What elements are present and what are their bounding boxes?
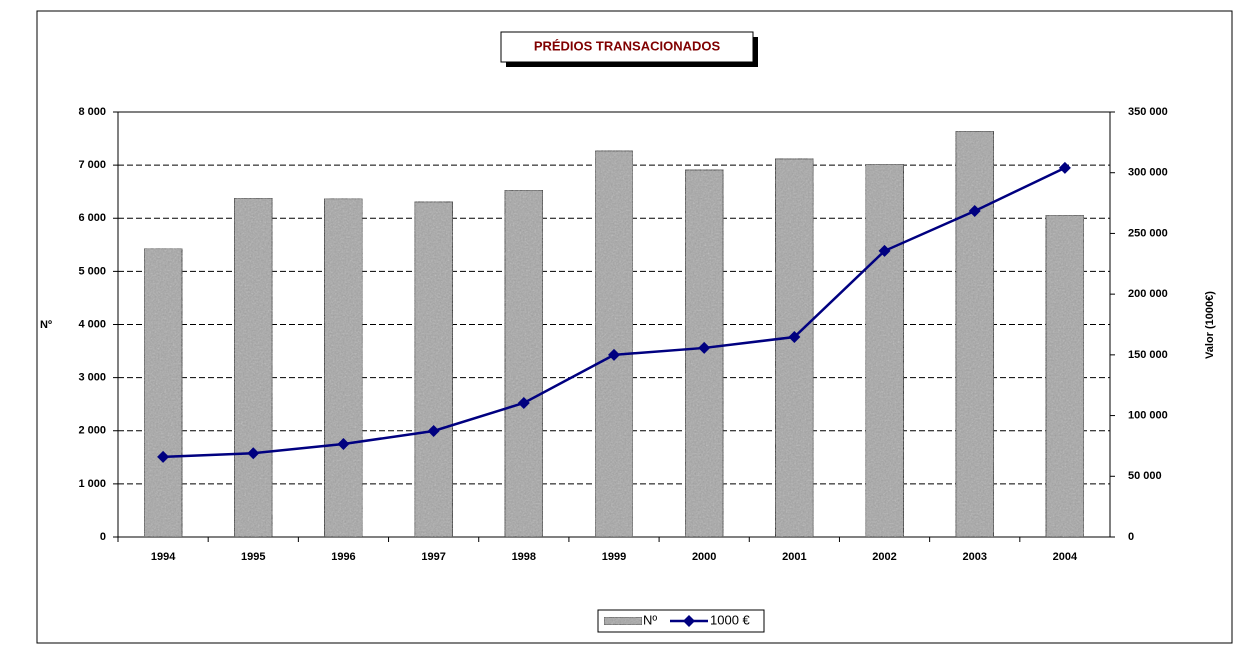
x-tick-label: 2004 [1053, 551, 1078, 563]
legend-marker [683, 615, 695, 627]
bar [504, 189, 544, 538]
x-tick-label: 1995 [241, 551, 265, 563]
bar [1045, 214, 1085, 538]
y-tick-label: 3 000 [78, 372, 106, 384]
y2-tick-label: 0 [1128, 531, 1134, 543]
y2-tick-label: 300 000 [1128, 167, 1168, 179]
y2-tick-label: 350 000 [1128, 106, 1168, 118]
marker [968, 204, 981, 217]
y2-tick-label: 250 000 [1128, 227, 1168, 239]
legend-swatch [603, 616, 643, 626]
marker [427, 424, 440, 437]
marker [517, 396, 530, 409]
legend-label: 1000 € [710, 612, 751, 627]
y-axis-title: Nº [40, 319, 52, 331]
x-tick-label: 2001 [782, 551, 806, 563]
y-tick-label: 5 000 [78, 265, 106, 277]
y-tick-label: 2 000 [78, 425, 106, 437]
bar [955, 130, 995, 538]
marker [157, 450, 170, 463]
x-tick-label: 2003 [962, 551, 986, 563]
y-tick-label: 4 000 [78, 318, 106, 330]
marker [608, 348, 620, 361]
y2-tick-label: 200 000 [1128, 288, 1168, 300]
chart-title: PRÉDIOS TRANSACIONADOS [534, 38, 721, 53]
y-tick-label: 1 000 [78, 478, 106, 490]
bar [865, 163, 905, 538]
marker [878, 244, 891, 257]
y-tick-label: 8 000 [78, 106, 106, 118]
bar [414, 201, 454, 538]
bar [233, 197, 273, 538]
x-tick-label: 1997 [421, 551, 445, 563]
x-tick-label: 1999 [602, 551, 626, 563]
y-tick-label: 6 000 [78, 212, 106, 224]
title-box [500, 31, 754, 63]
bar [143, 248, 183, 538]
y-tick-label: 0 [100, 531, 106, 543]
bar [774, 158, 814, 538]
y2-tick-label: 100 000 [1128, 409, 1168, 421]
x-tick-label: 1994 [151, 551, 176, 563]
y-tick-label: 7 000 [78, 159, 106, 171]
bar [594, 150, 634, 538]
y2-tick-label: 150 000 [1128, 349, 1168, 361]
x-tick-label: 1996 [331, 551, 355, 563]
marker [698, 341, 711, 354]
marker [247, 447, 260, 460]
y2-tick-label: 50 000 [1128, 470, 1162, 482]
marker [337, 437, 350, 450]
bar [323, 198, 363, 538]
x-tick-label: 2002 [872, 551, 896, 563]
y2-axis-title: Valor (1000€) [1204, 291, 1216, 359]
marker [1058, 161, 1071, 174]
x-tick-label: 2000 [692, 551, 716, 563]
x-tick-label: 1998 [512, 551, 536, 563]
marker [788, 331, 801, 344]
legend-label: Nº [643, 612, 657, 627]
